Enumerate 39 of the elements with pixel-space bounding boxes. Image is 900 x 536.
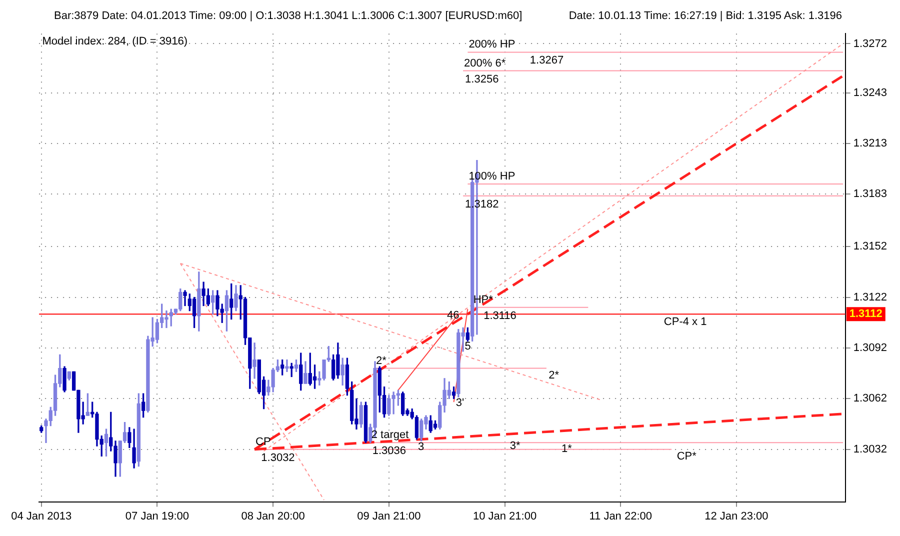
annotation: CP* xyxy=(676,450,698,462)
x-tick-label: 04 Jan 2013 xyxy=(11,510,72,522)
ref-line-label: 1.3112 xyxy=(849,308,882,320)
x-tick-label: 10 Jan 21:00 xyxy=(472,510,537,522)
x-tick-label: 08 Jan 20:00 xyxy=(241,510,305,522)
series-label: 2* xyxy=(376,354,388,367)
y-tick-label: 1.3152 xyxy=(853,240,888,253)
annotation: 3' xyxy=(456,396,464,409)
series-label: 2 target xyxy=(371,429,409,442)
y-tick-label: 1.3183 xyxy=(853,188,888,200)
x-tick-label: 09 Jan 21:00 xyxy=(357,510,421,522)
annotation: 3 xyxy=(418,440,424,453)
annotation: Model index: 284, (ID = 3916) xyxy=(42,35,188,48)
annotation: 3* xyxy=(510,440,522,452)
series-label: 200% HP xyxy=(468,38,516,51)
annotation: 2* xyxy=(548,369,560,382)
x-tick-label: 12 Jan 23:00 xyxy=(704,510,768,522)
data-label: 1.3267 xyxy=(530,54,564,67)
y-tick-label: 1.3092 xyxy=(853,342,888,354)
annotation: 1* xyxy=(562,442,573,455)
x-tick-label: 11 Jan 22:00 xyxy=(589,510,652,522)
y-tick-label: 1.3243 xyxy=(853,86,888,99)
series-label: 200% 6* xyxy=(464,57,506,70)
y-tick-label: 1.3213 xyxy=(853,138,888,150)
data-label: 1.3036 xyxy=(372,445,406,458)
annotation: 5 xyxy=(464,340,471,352)
y-tick-label: 1.3062 xyxy=(853,392,888,405)
data-label: 1.3032 xyxy=(261,452,295,464)
x-tick-label: 07 Jan 19:00 xyxy=(125,510,190,522)
y-tick-label: 1.3122 xyxy=(853,291,888,304)
y-tick-label: 1.3032 xyxy=(853,443,888,456)
chart-title: Bar:3879 Date: 04.01.2013 Time: 09:00 | O:1.3038 H:1.3041 L:1.3006 C:1.3007 [EURUSD:m60] xyxy=(54,9,522,24)
data-label: 1.3256 xyxy=(465,73,499,86)
annotation: CP-4 x 1 xyxy=(664,316,707,328)
chart-subtitle: Date: 10.01.13 Time: 16:27:19 | Bid: 1.3195 Ask: 1.3196 xyxy=(568,9,842,24)
series-label: 100% HP xyxy=(468,170,516,183)
data-label: 1.3182 xyxy=(465,198,499,210)
y-tick-label: 1.3272 xyxy=(853,38,888,50)
series-label: CP xyxy=(256,436,271,448)
